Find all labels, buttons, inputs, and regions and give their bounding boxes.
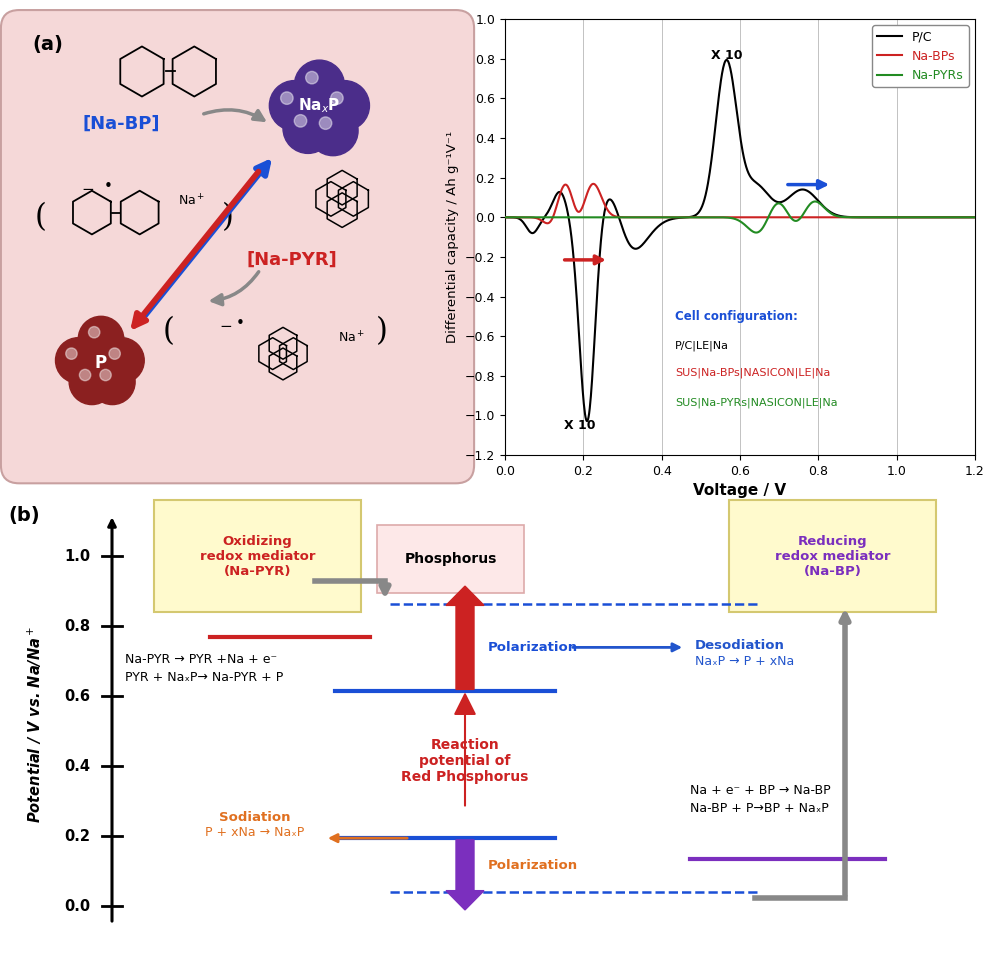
Text: Phosphorus: Phosphorus	[404, 552, 497, 566]
Text: 0.6: 0.6	[64, 689, 90, 704]
Text: •: •	[235, 316, 244, 331]
Text: Reaction
potential of
Red Phosphorus: Reaction potential of Red Phosphorus	[401, 738, 529, 785]
Circle shape	[79, 370, 91, 380]
Circle shape	[99, 338, 144, 383]
Text: Potential / V vs. Na/Na$^+$: Potential / V vs. Na/Na$^+$	[26, 626, 44, 823]
Y-axis label: Differential capacity / Ah g⁻¹V⁻¹: Differential capacity / Ah g⁻¹V⁻¹	[446, 131, 459, 343]
Circle shape	[294, 115, 307, 127]
Text: 0.4: 0.4	[64, 759, 90, 774]
Circle shape	[269, 80, 319, 130]
Text: P: P	[95, 354, 107, 372]
Text: [Na-PYR]: [Na-PYR]	[247, 251, 337, 269]
Text: (a): (a)	[33, 35, 64, 54]
Text: SUS|Na-BPs|NASICON|LE|Na: SUS|Na-BPs|NASICON|LE|Na	[675, 368, 831, 378]
Circle shape	[66, 348, 77, 359]
Ellipse shape	[282, 75, 362, 146]
Text: (: (	[35, 202, 47, 233]
Text: NaₓP → P + xNa: NaₓP → P + xNa	[695, 655, 794, 668]
Text: •: •	[103, 179, 112, 194]
Legend: P/C, Na-BPs, Na-PYRs: P/C, Na-BPs, Na-PYRs	[872, 26, 969, 87]
Text: Reducing
redox mediator
(Na-BP): Reducing redox mediator (Na-BP)	[775, 535, 890, 578]
Text: [Na-BP]: [Na-BP]	[83, 114, 160, 132]
Text: SUS|Na-PYRs|NASICON|LE|Na: SUS|Na-PYRs|NASICON|LE|Na	[675, 398, 838, 408]
Text: P + xNa → NaₓP: P + xNa → NaₓP	[205, 827, 305, 839]
Text: 0.8: 0.8	[64, 619, 90, 634]
Text: Polarization: Polarization	[488, 858, 578, 872]
Text: Na$^+$: Na$^+$	[338, 330, 365, 345]
Text: Polarization: Polarization	[488, 641, 578, 654]
Text: ): )	[222, 202, 233, 233]
Circle shape	[56, 338, 101, 383]
Text: Na-PYR → PYR +Na + e⁻: Na-PYR → PYR +Na + e⁻	[125, 653, 277, 666]
Circle shape	[319, 80, 369, 130]
Ellipse shape	[67, 331, 140, 395]
Circle shape	[109, 348, 120, 359]
Circle shape	[283, 103, 333, 153]
Text: −: −	[220, 319, 232, 334]
Circle shape	[281, 92, 293, 104]
FancyBboxPatch shape	[729, 500, 936, 612]
Text: Na$^+$: Na$^+$	[178, 194, 206, 209]
Text: Sodiation: Sodiation	[219, 810, 291, 824]
FancyBboxPatch shape	[377, 525, 524, 593]
Circle shape	[88, 327, 100, 338]
Circle shape	[100, 370, 111, 380]
Text: Desodiation: Desodiation	[695, 639, 785, 652]
Circle shape	[331, 92, 343, 104]
Text: Na$_x$P: Na$_x$P	[298, 96, 341, 115]
Text: Na-BP + P→BP + NaₓP: Na-BP + P→BP + NaₓP	[690, 802, 829, 815]
Text: 0.2: 0.2	[64, 829, 90, 844]
Text: PYR + NaₓP→ Na-PYR + P: PYR + NaₓP→ Na-PYR + P	[125, 671, 283, 684]
Text: Cell configuration:: Cell configuration:	[675, 310, 798, 323]
Circle shape	[69, 359, 115, 404]
Circle shape	[90, 359, 135, 404]
Circle shape	[319, 117, 332, 129]
Text: −: −	[81, 182, 94, 197]
Text: (: (	[162, 316, 174, 347]
Text: Na + e⁻ + BP → Na-BP: Na + e⁻ + BP → Na-BP	[690, 785, 831, 797]
FancyArrow shape	[446, 586, 484, 690]
FancyBboxPatch shape	[154, 500, 361, 612]
Circle shape	[306, 72, 318, 84]
Text: (b): (b)	[8, 507, 40, 525]
Text: 1.0: 1.0	[64, 549, 90, 564]
Text: P/C|LE|Na: P/C|LE|Na	[675, 340, 729, 351]
FancyArrow shape	[446, 840, 484, 910]
Text: ): )	[376, 316, 388, 347]
Circle shape	[78, 316, 124, 362]
Circle shape	[308, 105, 358, 156]
X-axis label: Voltage / V: Voltage / V	[693, 484, 787, 498]
Text: Oxidizing
redox mediator
(Na-PYR): Oxidizing redox mediator (Na-PYR)	[200, 535, 315, 578]
Circle shape	[294, 60, 344, 110]
Text: X 10: X 10	[711, 49, 742, 61]
Text: X 10: X 10	[564, 420, 595, 432]
Text: 0.0: 0.0	[64, 899, 90, 914]
FancyBboxPatch shape	[1, 11, 474, 483]
